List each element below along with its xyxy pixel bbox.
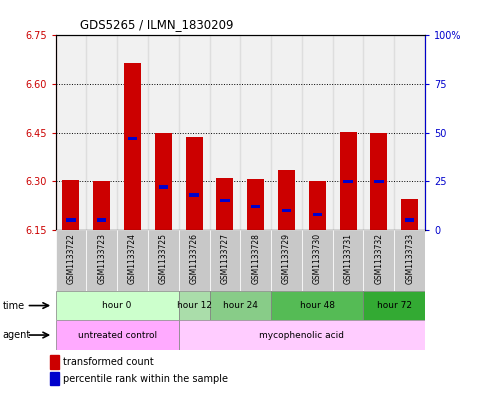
Bar (93, 181, 110, 230)
Text: GSM1133729: GSM1133729 (282, 233, 291, 284)
Bar (50, 372, 59, 385)
Bar (370, 132, 387, 230)
Bar (97, 219, 106, 222)
Bar (56, 35, 86, 230)
Bar (56, 320, 179, 350)
Text: GSM1133723: GSM1133723 (97, 233, 106, 284)
Text: GSM1133733: GSM1133733 (405, 233, 414, 284)
Bar (271, 230, 302, 291)
Bar (333, 230, 364, 291)
Text: transformed count: transformed count (63, 357, 154, 367)
Bar (302, 35, 333, 230)
Bar (189, 193, 199, 196)
Bar (240, 35, 271, 230)
Bar (155, 133, 172, 230)
Bar (251, 205, 260, 208)
Bar (210, 35, 240, 230)
Bar (271, 291, 364, 320)
Bar (210, 291, 271, 320)
Bar (220, 199, 229, 202)
Bar (179, 320, 425, 350)
Bar (240, 230, 271, 291)
Text: untreated control: untreated control (78, 331, 156, 340)
Bar (185, 136, 202, 230)
Text: GSM1133727: GSM1133727 (220, 233, 229, 284)
Bar (278, 170, 295, 230)
Bar (340, 132, 356, 230)
Text: hour 48: hour 48 (300, 301, 335, 310)
Bar (86, 35, 117, 230)
Text: GSM1133724: GSM1133724 (128, 233, 137, 284)
Bar (302, 230, 333, 291)
Bar (124, 63, 141, 230)
Text: hour 24: hour 24 (223, 301, 258, 310)
Bar (148, 35, 179, 230)
Bar (66, 219, 76, 222)
Bar (56, 291, 179, 320)
Bar (210, 230, 240, 291)
Text: GSM1133725: GSM1133725 (159, 233, 168, 284)
Bar (364, 291, 425, 320)
Text: GSM1133730: GSM1133730 (313, 233, 322, 284)
Bar (247, 179, 264, 230)
Text: GSM1133731: GSM1133731 (343, 233, 353, 284)
Bar (282, 209, 291, 212)
Text: hour 72: hour 72 (377, 301, 412, 310)
Bar (401, 199, 418, 230)
Text: agent: agent (2, 330, 30, 340)
Bar (343, 180, 353, 183)
Bar (117, 35, 148, 230)
Text: time: time (2, 301, 25, 310)
Bar (313, 213, 322, 216)
Bar (271, 35, 302, 230)
Bar (50, 355, 59, 369)
Bar (148, 230, 179, 291)
Text: GSM1133726: GSM1133726 (190, 233, 199, 284)
Text: hour 0: hour 0 (102, 301, 132, 310)
Bar (364, 35, 394, 230)
Text: percentile rank within the sample: percentile rank within the sample (63, 374, 228, 384)
Bar (309, 181, 326, 230)
Bar (364, 230, 394, 291)
Bar (56, 230, 86, 291)
Bar (405, 219, 414, 222)
Bar (216, 178, 233, 230)
Text: hour 12: hour 12 (177, 301, 212, 310)
Bar (117, 230, 148, 291)
Bar (62, 180, 79, 230)
Bar (86, 230, 117, 291)
Bar (333, 35, 364, 230)
Text: GSM1133722: GSM1133722 (67, 233, 75, 284)
Bar (179, 35, 210, 230)
Bar (179, 291, 210, 320)
Bar (394, 230, 425, 291)
Text: GDS5265 / ILMN_1830209: GDS5265 / ILMN_1830209 (80, 18, 233, 31)
Text: mycophenolic acid: mycophenolic acid (259, 331, 344, 340)
Bar (394, 35, 425, 230)
Bar (158, 185, 168, 189)
Bar (128, 137, 137, 140)
Bar (179, 230, 210, 291)
Text: GSM1133732: GSM1133732 (374, 233, 384, 284)
Text: GSM1133728: GSM1133728 (251, 233, 260, 284)
Bar (374, 180, 384, 183)
